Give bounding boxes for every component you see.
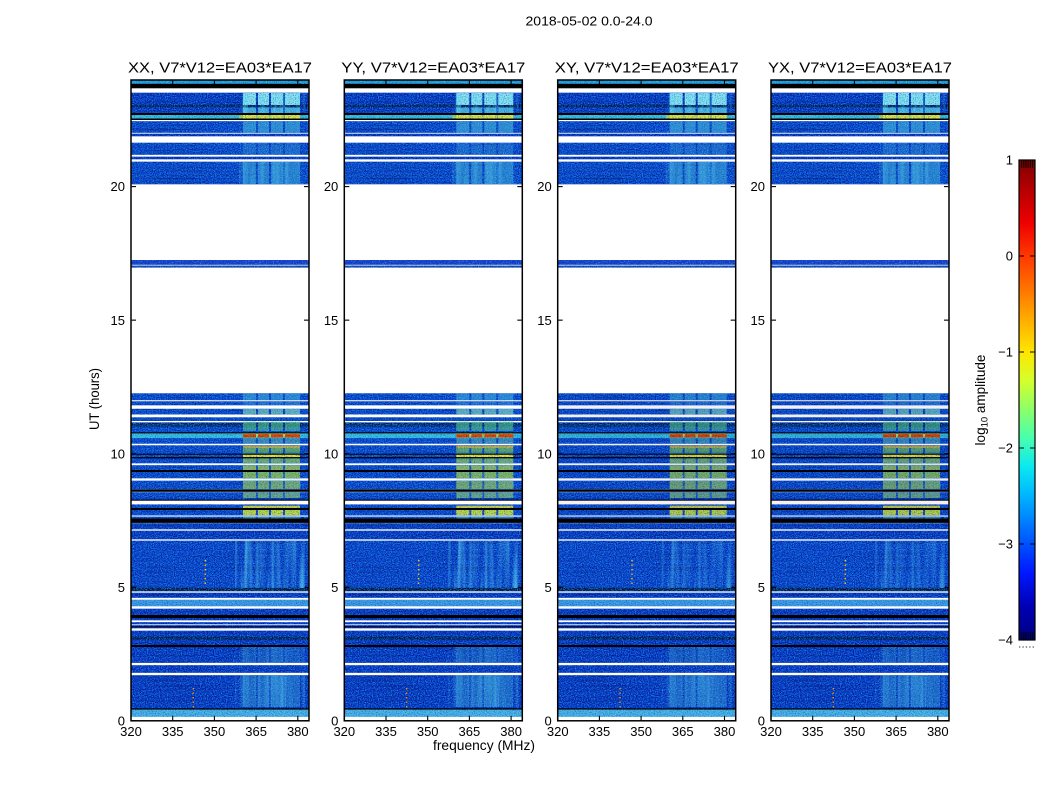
svg-text:350: 350	[844, 724, 866, 739]
svg-text:380: 380	[287, 724, 309, 739]
svg-text:10: 10	[324, 446, 338, 461]
svg-text:335: 335	[589, 724, 611, 739]
svg-text:335: 335	[162, 724, 184, 739]
svg-text:20: 20	[111, 179, 125, 194]
svg-text:5: 5	[331, 580, 338, 595]
svg-text:0: 0	[544, 713, 551, 728]
svg-text:365: 365	[885, 724, 907, 739]
svg-text:15: 15	[751, 313, 765, 328]
svg-text:365: 365	[672, 724, 694, 739]
svg-text:5: 5	[118, 580, 125, 595]
svg-text:5: 5	[758, 580, 765, 595]
svg-text:320: 320	[760, 724, 782, 739]
svg-text:−2: −2	[998, 441, 1013, 456]
svg-text:0: 0	[331, 713, 338, 728]
svg-text:frequency (MHz): frequency (MHz)	[433, 738, 535, 753]
svg-text:5: 5	[544, 580, 551, 595]
svg-text:−4: −4	[998, 633, 1013, 648]
svg-text:15: 15	[324, 313, 338, 328]
svg-text:335: 335	[802, 724, 824, 739]
svg-text:log10 amplitude: log10 amplitude	[973, 355, 991, 446]
svg-text:350: 350	[204, 724, 226, 739]
svg-text:320: 320	[547, 724, 569, 739]
svg-text:XX, V7*V12=EA03*EA17: XX, V7*V12=EA03*EA17	[128, 60, 312, 77]
svg-text:0: 0	[1006, 249, 1013, 264]
svg-text:−1: −1	[998, 345, 1013, 360]
svg-text:0: 0	[118, 713, 125, 728]
svg-text:20: 20	[324, 179, 338, 194]
svg-text:20: 20	[751, 179, 765, 194]
svg-text:0: 0	[758, 713, 765, 728]
svg-text:−3: −3	[998, 537, 1013, 552]
svg-text:335: 335	[375, 724, 397, 739]
svg-text:UT (hours): UT (hours)	[87, 368, 102, 430]
svg-text:2018-05-02 0.0-24.0: 2018-05-02 0.0-24.0	[526, 14, 653, 29]
svg-text:10: 10	[751, 446, 765, 461]
svg-text:380: 380	[500, 724, 522, 739]
svg-text:350: 350	[417, 724, 439, 739]
svg-text:YX, V7*V12=EA03*EA17: YX, V7*V12=EA03*EA17	[768, 60, 952, 77]
svg-text:10: 10	[111, 446, 125, 461]
svg-text:15: 15	[111, 313, 125, 328]
svg-text:320: 320	[333, 724, 355, 739]
svg-text:320: 320	[120, 724, 142, 739]
svg-text:365: 365	[459, 724, 481, 739]
svg-text:20: 20	[537, 179, 551, 194]
svg-text:XY, V7*V12=EA03*EA17: XY, V7*V12=EA03*EA17	[555, 60, 739, 77]
svg-text:380: 380	[714, 724, 736, 739]
svg-text:15: 15	[537, 313, 551, 328]
svg-text:10: 10	[537, 446, 551, 461]
svg-text:YY, V7*V12=EA03*EA17: YY, V7*V12=EA03*EA17	[341, 60, 525, 77]
svg-text:1: 1	[1006, 153, 1013, 168]
svg-text:380: 380	[927, 724, 949, 739]
svg-text:365: 365	[245, 724, 267, 739]
svg-text:350: 350	[630, 724, 652, 739]
